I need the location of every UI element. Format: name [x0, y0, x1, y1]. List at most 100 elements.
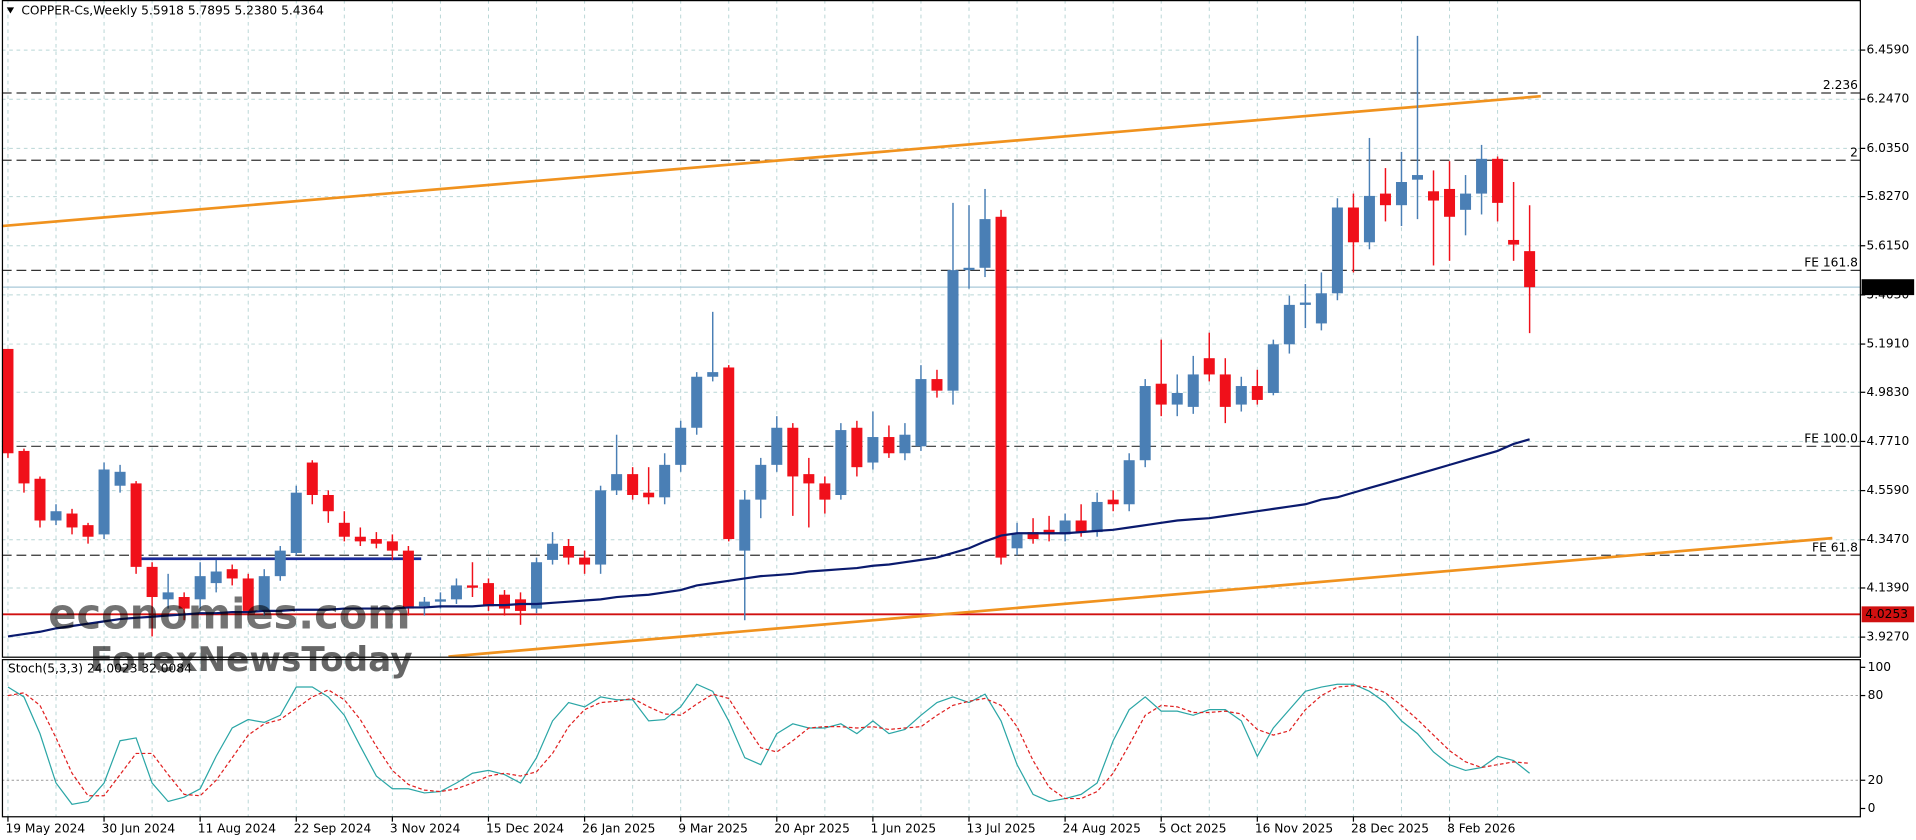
x-tick-label: 26 Jan 2025: [582, 821, 655, 835]
candle-body: [1460, 193, 1472, 210]
candle-body: [162, 592, 174, 600]
candle-body: [482, 583, 494, 607]
candle-body: [627, 474, 639, 495]
candle-body: [1011, 534, 1023, 549]
y-tick-label: 6.4590: [1866, 43, 1909, 57]
candle-body: [803, 474, 815, 484]
candle-body: [98, 469, 110, 535]
candle-body: [418, 601, 430, 607]
candle-body: [1251, 386, 1263, 400]
moving-average: [7, 438, 1530, 638]
x-tick-label: 22 Sep 2024: [294, 821, 372, 835]
candle-body: [1075, 520, 1087, 533]
candle-body: [114, 471, 126, 486]
candle-body: [691, 376, 703, 428]
candle-body: [1428, 191, 1440, 201]
candle-body: [466, 585, 478, 588]
candle-body: [835, 430, 847, 495]
x-tick-label: 11 Aug 2024: [198, 821, 276, 835]
candle-body: [322, 494, 334, 512]
watermark: economies.com: [48, 589, 410, 638]
candle-body: [1395, 182, 1407, 206]
candle-body: [1139, 386, 1151, 461]
candle-body: [675, 427, 687, 465]
candle-body: [210, 571, 222, 584]
candle-body: [1203, 358, 1215, 375]
candle-body: [1043, 529, 1055, 535]
x-tick-label: 3 Nov 2024: [390, 821, 461, 835]
candle-body: [1524, 251, 1536, 288]
candle-body: [931, 379, 943, 391]
candle-body: [739, 499, 751, 551]
x-tick-label: 5 Oct 2025: [1159, 821, 1227, 835]
candle-body: [242, 578, 254, 611]
y-tick-label: 0: [1868, 801, 1876, 815]
candle-body: [354, 536, 366, 542]
candle-body: [50, 511, 62, 521]
candle-body: [194, 576, 206, 600]
price-box-label: 5.4364: [1865, 280, 1908, 294]
candle-body: [306, 462, 318, 495]
candle-body: [1299, 302, 1311, 305]
stochastic-line: [7, 685, 1530, 800]
candle-body: [899, 434, 911, 454]
level-label: FE 161.8: [1804, 255, 1858, 269]
candle-body: [226, 569, 238, 579]
candle-body: [1059, 520, 1071, 535]
candle-body: [1508, 239, 1520, 245]
x-tick-label: 15 Dec 2024: [486, 821, 564, 835]
candle-body: [1347, 207, 1359, 243]
candle-body: [2, 348, 14, 454]
candle-body: [386, 541, 398, 551]
trendline: [1, 94, 1541, 228]
menu-arrow[interactable]: [6, 7, 15, 14]
candle-body: [1171, 392, 1183, 405]
x-tick-label: 1 Jun 2025: [870, 821, 936, 835]
candle-body: [787, 427, 799, 477]
candle-body: [755, 464, 767, 500]
candle-body: [915, 379, 927, 447]
candle-body: [1091, 501, 1103, 533]
level-label: 2: [1850, 145, 1858, 159]
x-tick-label: 28 Dec 2025: [1351, 821, 1429, 835]
candle-body: [963, 267, 975, 271]
stochastic-panel-frame: [1, 659, 1861, 818]
candle-body: [1283, 304, 1295, 345]
candle-body: [851, 427, 863, 468]
trendline: [448, 536, 1833, 657]
x-tick-label: 16 Nov 2025: [1255, 821, 1333, 835]
candle-body: [402, 550, 414, 609]
price-box: [1861, 279, 1915, 296]
y-tick-label: 5.6150: [1866, 238, 1909, 252]
candle-body: [563, 546, 575, 558]
y-tick-label: 4.7710: [1866, 434, 1909, 448]
x-tick-label: 13 Jul 2025: [967, 821, 1036, 835]
candle-body: [947, 270, 959, 391]
level-label: FE 61.8: [1812, 540, 1858, 554]
candle-body: [995, 216, 1007, 558]
y-tick-label: 6.2470: [1866, 92, 1909, 106]
stochastic-line: [7, 683, 1530, 805]
candle-body: [1155, 383, 1167, 405]
candle-body: [1027, 532, 1039, 540]
candle-body: [1411, 175, 1423, 180]
candle-body: [771, 427, 783, 465]
candle-body: [595, 490, 607, 565]
y-tick-label: 5.1910: [1866, 337, 1909, 351]
candle-body: [1315, 293, 1327, 324]
y-tick-label: 4.3470: [1866, 532, 1909, 546]
labels: 6.45906.24706.03505.82705.61505.40305.19…: [6, 43, 1915, 835]
x-tick-label: 24 Aug 2025: [1063, 821, 1141, 835]
candle-body: [434, 599, 446, 602]
candle-body: [1476, 158, 1488, 194]
candle-body: [146, 566, 158, 598]
candle-body: [82, 525, 94, 537]
candle-body: [1331, 207, 1343, 294]
candle-body: [290, 492, 302, 553]
candle-body: [659, 464, 671, 498]
price-box-label: 4.0253: [1865, 607, 1908, 621]
candle-body: [450, 585, 462, 600]
candle-body: [1219, 374, 1231, 407]
y-tick-label: 6.0350: [1866, 141, 1909, 155]
